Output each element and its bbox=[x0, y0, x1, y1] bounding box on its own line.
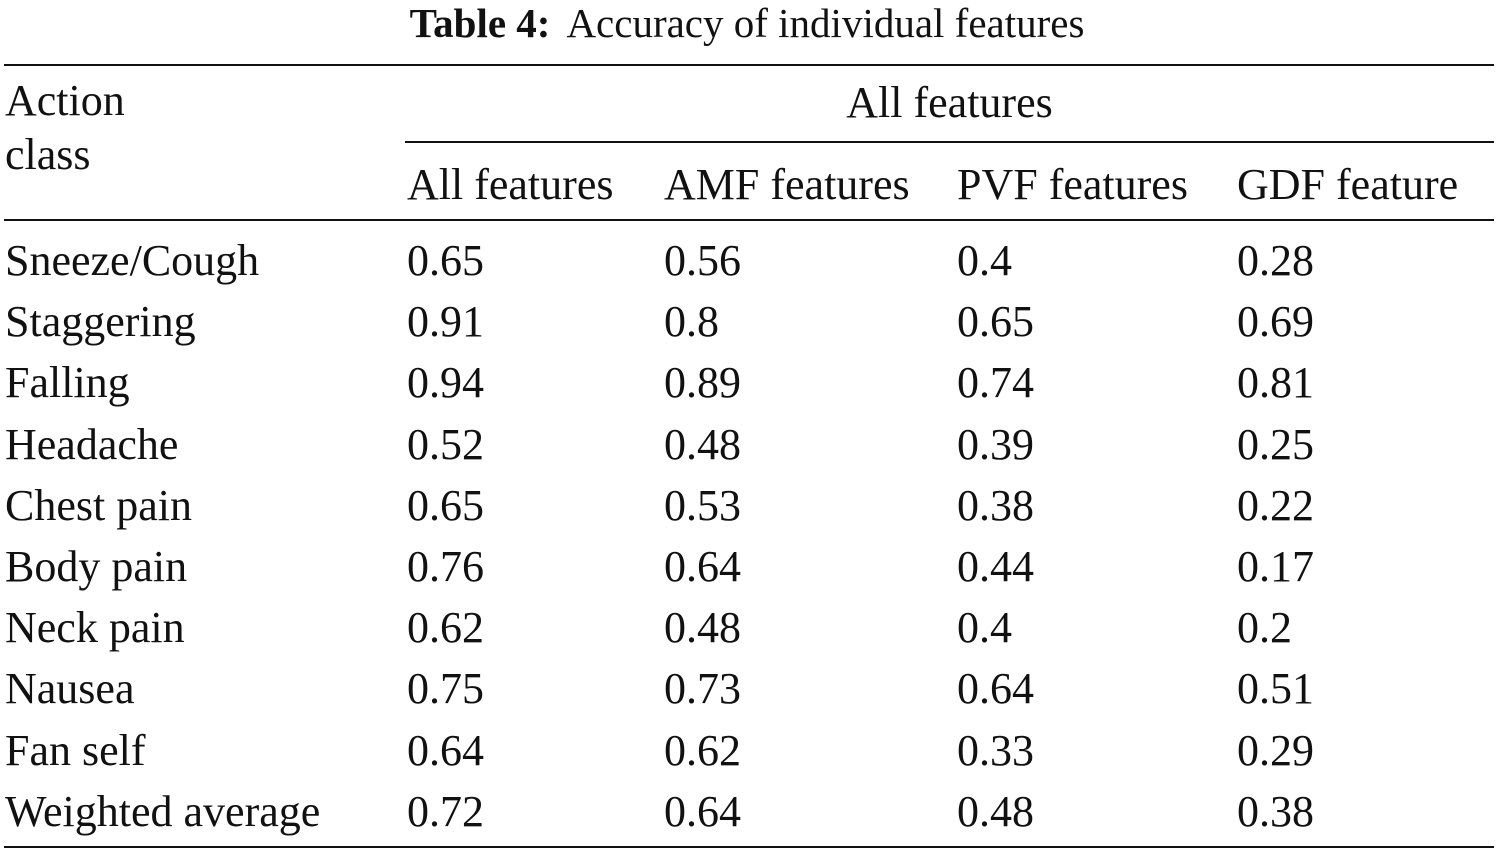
stub-header: Action class bbox=[5, 74, 125, 182]
table-cell: 0.48 bbox=[664, 419, 741, 469]
row-label: Staggering bbox=[5, 297, 196, 347]
table-cell: 0.62 bbox=[664, 725, 741, 775]
table-cell: 0.28 bbox=[1237, 236, 1314, 285]
group-header-rule bbox=[405, 141, 1494, 143]
table-cell: 0.25 bbox=[1237, 419, 1314, 469]
table-cell: 0.38 bbox=[957, 480, 1034, 530]
table-caption-text: Accuracy of individual features bbox=[566, 0, 1085, 46]
table-cell: 0.48 bbox=[664, 603, 741, 653]
table-row: Headache 0.52 0.48 0.39 0.25 bbox=[0, 420, 1504, 481]
table-caption: Table 4: Accuracy of individual features bbox=[0, 0, 1494, 46]
table-cell: 0.33 bbox=[957, 725, 1034, 775]
table-cell: 0.65 bbox=[407, 236, 484, 285]
row-label: Headache bbox=[5, 419, 179, 469]
table-bottom-rule bbox=[4, 846, 1494, 848]
table-cell: 0.48 bbox=[957, 786, 1034, 836]
table-row: Falling 0.94 0.89 0.74 0.81 bbox=[0, 358, 1504, 419]
table-cell: 0.74 bbox=[957, 358, 1034, 408]
table-cell: 0.64 bbox=[664, 542, 741, 591]
table-cell: 0.22 bbox=[1237, 480, 1314, 530]
table-cell: 0.38 bbox=[1237, 786, 1314, 836]
table-cell: 0.94 bbox=[407, 358, 484, 408]
stub-header-line2: class bbox=[5, 130, 91, 179]
row-label: Weighted average bbox=[5, 786, 321, 836]
column-header-amf-features: AMF features bbox=[664, 160, 910, 209]
table-cell: 0.64 bbox=[407, 725, 484, 775]
table-cell: 0.4 bbox=[957, 603, 1012, 653]
table-cell: 0.53 bbox=[664, 480, 741, 530]
table-caption-label: Table 4: bbox=[409, 0, 551, 46]
table-cell: 0.29 bbox=[1237, 725, 1314, 775]
table-row: Sneeze/Cough 0.65 0.56 0.4 0.28 bbox=[0, 236, 1504, 297]
table-header-rule bbox=[4, 219, 1494, 221]
table-cell: 0.17 bbox=[1237, 542, 1314, 591]
table-cell: 0.8 bbox=[664, 297, 719, 347]
table-row: Neck pain 0.62 0.48 0.4 0.2 bbox=[0, 603, 1504, 664]
row-label: Fan self bbox=[5, 725, 146, 775]
table-cell: 0.51 bbox=[1237, 664, 1314, 714]
table-cell: 0.73 bbox=[664, 664, 741, 714]
table-cell: 0.62 bbox=[407, 603, 484, 653]
stub-header-line1: Action bbox=[5, 76, 125, 125]
row-label: Sneeze/Cough bbox=[5, 236, 260, 285]
table-cell: 0.75 bbox=[407, 664, 484, 714]
table-cell: 0.39 bbox=[957, 419, 1034, 469]
table-cell: 0.56 bbox=[664, 236, 741, 285]
table-cell: 0.44 bbox=[957, 542, 1034, 591]
table-cell: 0.76 bbox=[407, 542, 484, 591]
row-label: Body pain bbox=[5, 542, 188, 591]
row-label: Neck pain bbox=[5, 603, 185, 653]
table-top-rule bbox=[4, 64, 1494, 66]
table-row: Weighted average 0.72 0.64 0.48 0.38 bbox=[0, 787, 1504, 848]
table-cell: 0.65 bbox=[957, 297, 1034, 347]
table-row: Nausea 0.75 0.73 0.64 0.51 bbox=[0, 664, 1504, 725]
table-cell: 0.65 bbox=[407, 480, 484, 530]
column-header-pvf-features: PVF features bbox=[957, 160, 1188, 209]
table-row: Fan self 0.64 0.62 0.33 0.29 bbox=[0, 726, 1504, 787]
table-row: Staggering 0.91 0.8 0.65 0.69 bbox=[0, 297, 1504, 358]
table-cell: 0.64 bbox=[664, 786, 741, 836]
table-cell: 0.72 bbox=[407, 786, 484, 836]
row-label: Nausea bbox=[5, 664, 135, 714]
table-cell: 0.69 bbox=[1237, 297, 1314, 347]
column-header-all-features: All features bbox=[407, 160, 614, 209]
table-cell: 0.89 bbox=[664, 358, 741, 408]
group-header: All features bbox=[846, 78, 1053, 127]
row-label: Falling bbox=[5, 358, 130, 408]
table-cell: 0.91 bbox=[407, 297, 484, 347]
table-row: Body pain 0.76 0.64 0.44 0.17 bbox=[0, 542, 1504, 603]
table-cell: 0.4 bbox=[957, 236, 1012, 285]
table-cell: 0.52 bbox=[407, 419, 484, 469]
row-label: Chest pain bbox=[5, 480, 192, 530]
table-row: Chest pain 0.65 0.53 0.38 0.22 bbox=[0, 481, 1504, 542]
table-cell: 0.2 bbox=[1237, 603, 1292, 653]
column-header-gdf-feature: GDF feature bbox=[1237, 160, 1459, 209]
table-cell: 0.64 bbox=[957, 664, 1034, 714]
table-cell: 0.81 bbox=[1237, 358, 1314, 408]
